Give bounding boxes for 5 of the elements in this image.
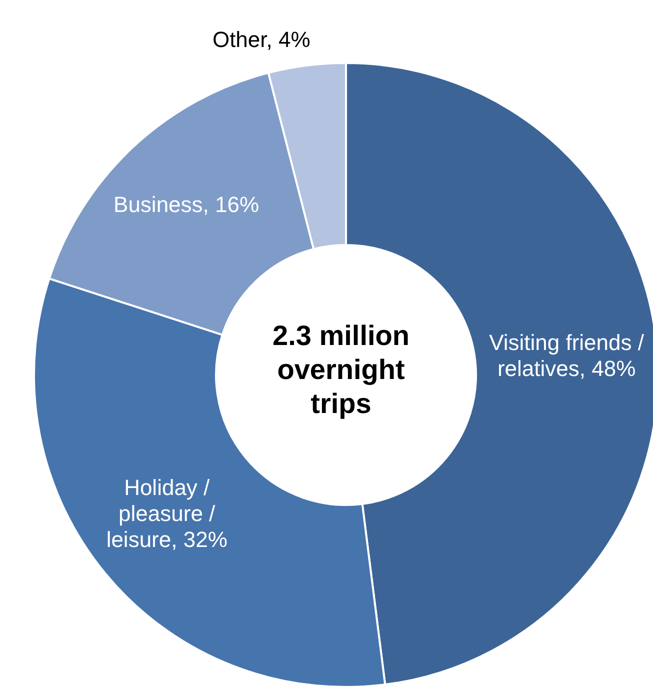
slice-label: Business, 16% xyxy=(112,192,260,218)
slice-label: Other, 4% xyxy=(211,26,312,53)
slice-label: Holiday / pleasure / leisure, 32% xyxy=(105,475,228,554)
text: 2.3 million overnight trips xyxy=(272,319,410,421)
slice-label: Visiting friends / relatives, 48% xyxy=(488,330,645,382)
